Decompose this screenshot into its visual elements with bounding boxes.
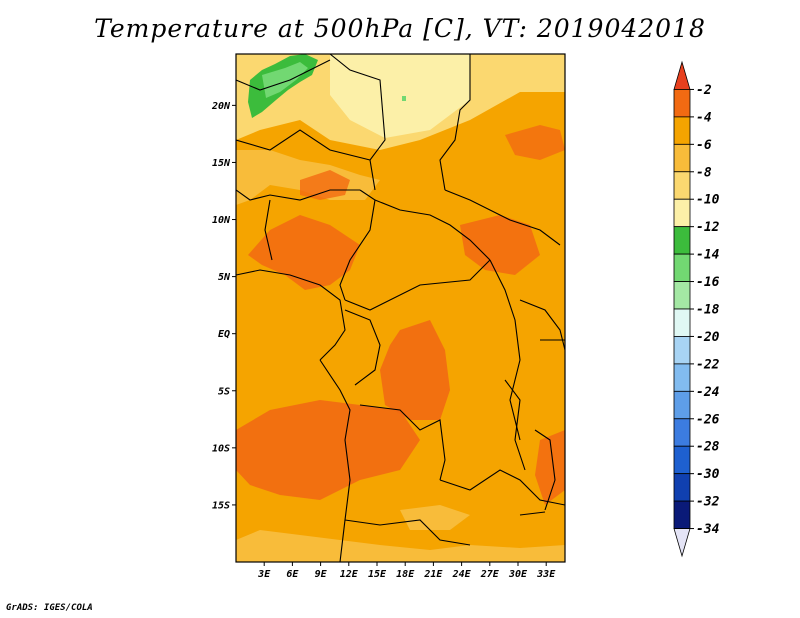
lon-tick-label: 9E: [315, 569, 328, 580]
colorbar-cap-bottom: [673, 528, 691, 558]
colorbar-label: -18: [696, 303, 720, 318]
lon-tick-label: 24E: [452, 569, 472, 580]
field-congo-minus4: [380, 320, 450, 420]
colorbar: -2 -4 -6 -8 -10 -12 -14 -16 -18 -20 -22 -24 -26 -28 -3…: [673, 60, 720, 558]
colorbar-label: -10: [696, 193, 720, 208]
border-car-congo: [344, 259, 491, 311]
coastline-gulf: [236, 269, 346, 361]
colorbar-segment: [673, 500, 691, 529]
country-borders: [236, 54, 565, 562]
border-benin: [264, 199, 273, 261]
colorbar-segment: [673, 89, 691, 118]
lon-tick-label: 27E: [480, 569, 500, 580]
colorbar-cap-top: [673, 60, 691, 90]
lon-tick-label: 15E: [368, 569, 387, 580]
field-algeria-minus14: [262, 62, 308, 98]
border-sudan: [444, 189, 561, 246]
colorbar-label: -24: [696, 385, 720, 400]
border-algeria: [236, 59, 331, 91]
colorbar-label: -12: [696, 220, 720, 235]
lat-tick-label: 20N: [211, 101, 231, 112]
lat-tick-label: 15N: [212, 158, 231, 169]
colorbar-label: -34: [696, 522, 720, 537]
colorbar-segment: [673, 281, 691, 310]
colorbar-segment: [673, 253, 691, 282]
lon-tick-label: 3E: [257, 569, 271, 580]
lat-tick-label: EQ: [218, 329, 230, 340]
colorbar-segment: [673, 226, 691, 255]
field-sudan-minus4: [505, 125, 565, 160]
field-speck-minus14: [402, 96, 406, 101]
colorbar-segment: [673, 418, 691, 447]
border-mozambique: [519, 511, 546, 516]
colorbar-label: -20: [696, 330, 720, 345]
border-chad-car: [374, 199, 491, 261]
colorbar-label: -16: [696, 275, 720, 290]
border-angola-drc: [359, 404, 446, 481]
colorbar-segment: [673, 143, 691, 173]
lat-tick-label: 10S: [212, 443, 230, 454]
colorbar-segment: [673, 336, 691, 365]
field-south-minus8: [236, 530, 565, 562]
chart-title: Temperature at 500hPa [C], VT: 201904201…: [94, 14, 706, 43]
colorbar-segment: [673, 308, 691, 337]
border-namibia: [344, 519, 471, 546]
border-libya-egypt: [439, 54, 471, 191]
temperature-field: [236, 54, 565, 562]
colorbar-label: -26: [696, 412, 720, 427]
lon-tick-label: 6E: [286, 569, 299, 580]
border-nigeria-cameroon: [339, 189, 376, 301]
lon-tick-label: 21E: [423, 569, 443, 580]
border-mali-niger: [236, 129, 371, 161]
border-gabon-congo: [344, 309, 381, 386]
colorbar-label: -6: [696, 138, 712, 153]
field-nigeria-minus4: [248, 215, 360, 290]
lon-tick-label: 12E: [340, 569, 359, 580]
border-niger-libya: [329, 54, 386, 191]
colorbar-label: -4: [696, 110, 712, 125]
credit-text: GrADS: IGES/COLA: [6, 603, 93, 613]
colorbar-segment: [673, 363, 691, 392]
field-niger-minus4: [300, 170, 350, 200]
border-drc-east: [489, 259, 521, 441]
lat-tick-label: 15S: [212, 500, 230, 511]
field-zambia-minus8: [400, 505, 470, 530]
colorbar-label: -2: [696, 83, 712, 98]
colorbar-label: -28: [696, 440, 720, 455]
colorbar-label: -30: [696, 467, 720, 482]
colorbar-segment: [673, 116, 691, 145]
border-burkina-nigeria: [236, 189, 360, 201]
colorbar-label: -14: [696, 248, 720, 263]
lon-tick-label: 18E: [396, 569, 415, 580]
colorbar-segment: [673, 198, 691, 228]
lake-tanganyika: [504, 379, 526, 471]
lon-tick-label: 33E: [536, 569, 556, 580]
colorbar-segment: [673, 171, 691, 200]
lon-tick-group: 3E 6E 9E 12E 15E 18E 21E 24E 27E 30E 33E: [257, 562, 556, 580]
lat-tick-label: 10N: [212, 215, 231, 226]
lon-tick-label: 30E: [508, 569, 528, 580]
field-angola-minus4: [236, 400, 420, 500]
lat-tick-group: 20N 15N 10N 5N EQ 5S 10S 15S: [211, 101, 236, 511]
colorbar-segment: [673, 390, 691, 420]
colorbar-label: -32: [696, 495, 720, 510]
lake-malawi: [534, 429, 556, 511]
field-northeast-minus8: [470, 54, 565, 90]
colorbar-segment: [673, 473, 691, 502]
map-frame: [235, 53, 566, 563]
colorbar-segment: [673, 445, 691, 475]
lat-tick-label: 5N: [218, 272, 231, 283]
field-car-minus4: [460, 215, 540, 275]
lat-tick-label: 5S: [218, 386, 230, 397]
colorbar-label: -22: [696, 357, 720, 372]
border-zambia: [439, 469, 565, 506]
colorbar-label: -8: [696, 165, 712, 180]
field-tanzania-minus4: [535, 430, 565, 505]
